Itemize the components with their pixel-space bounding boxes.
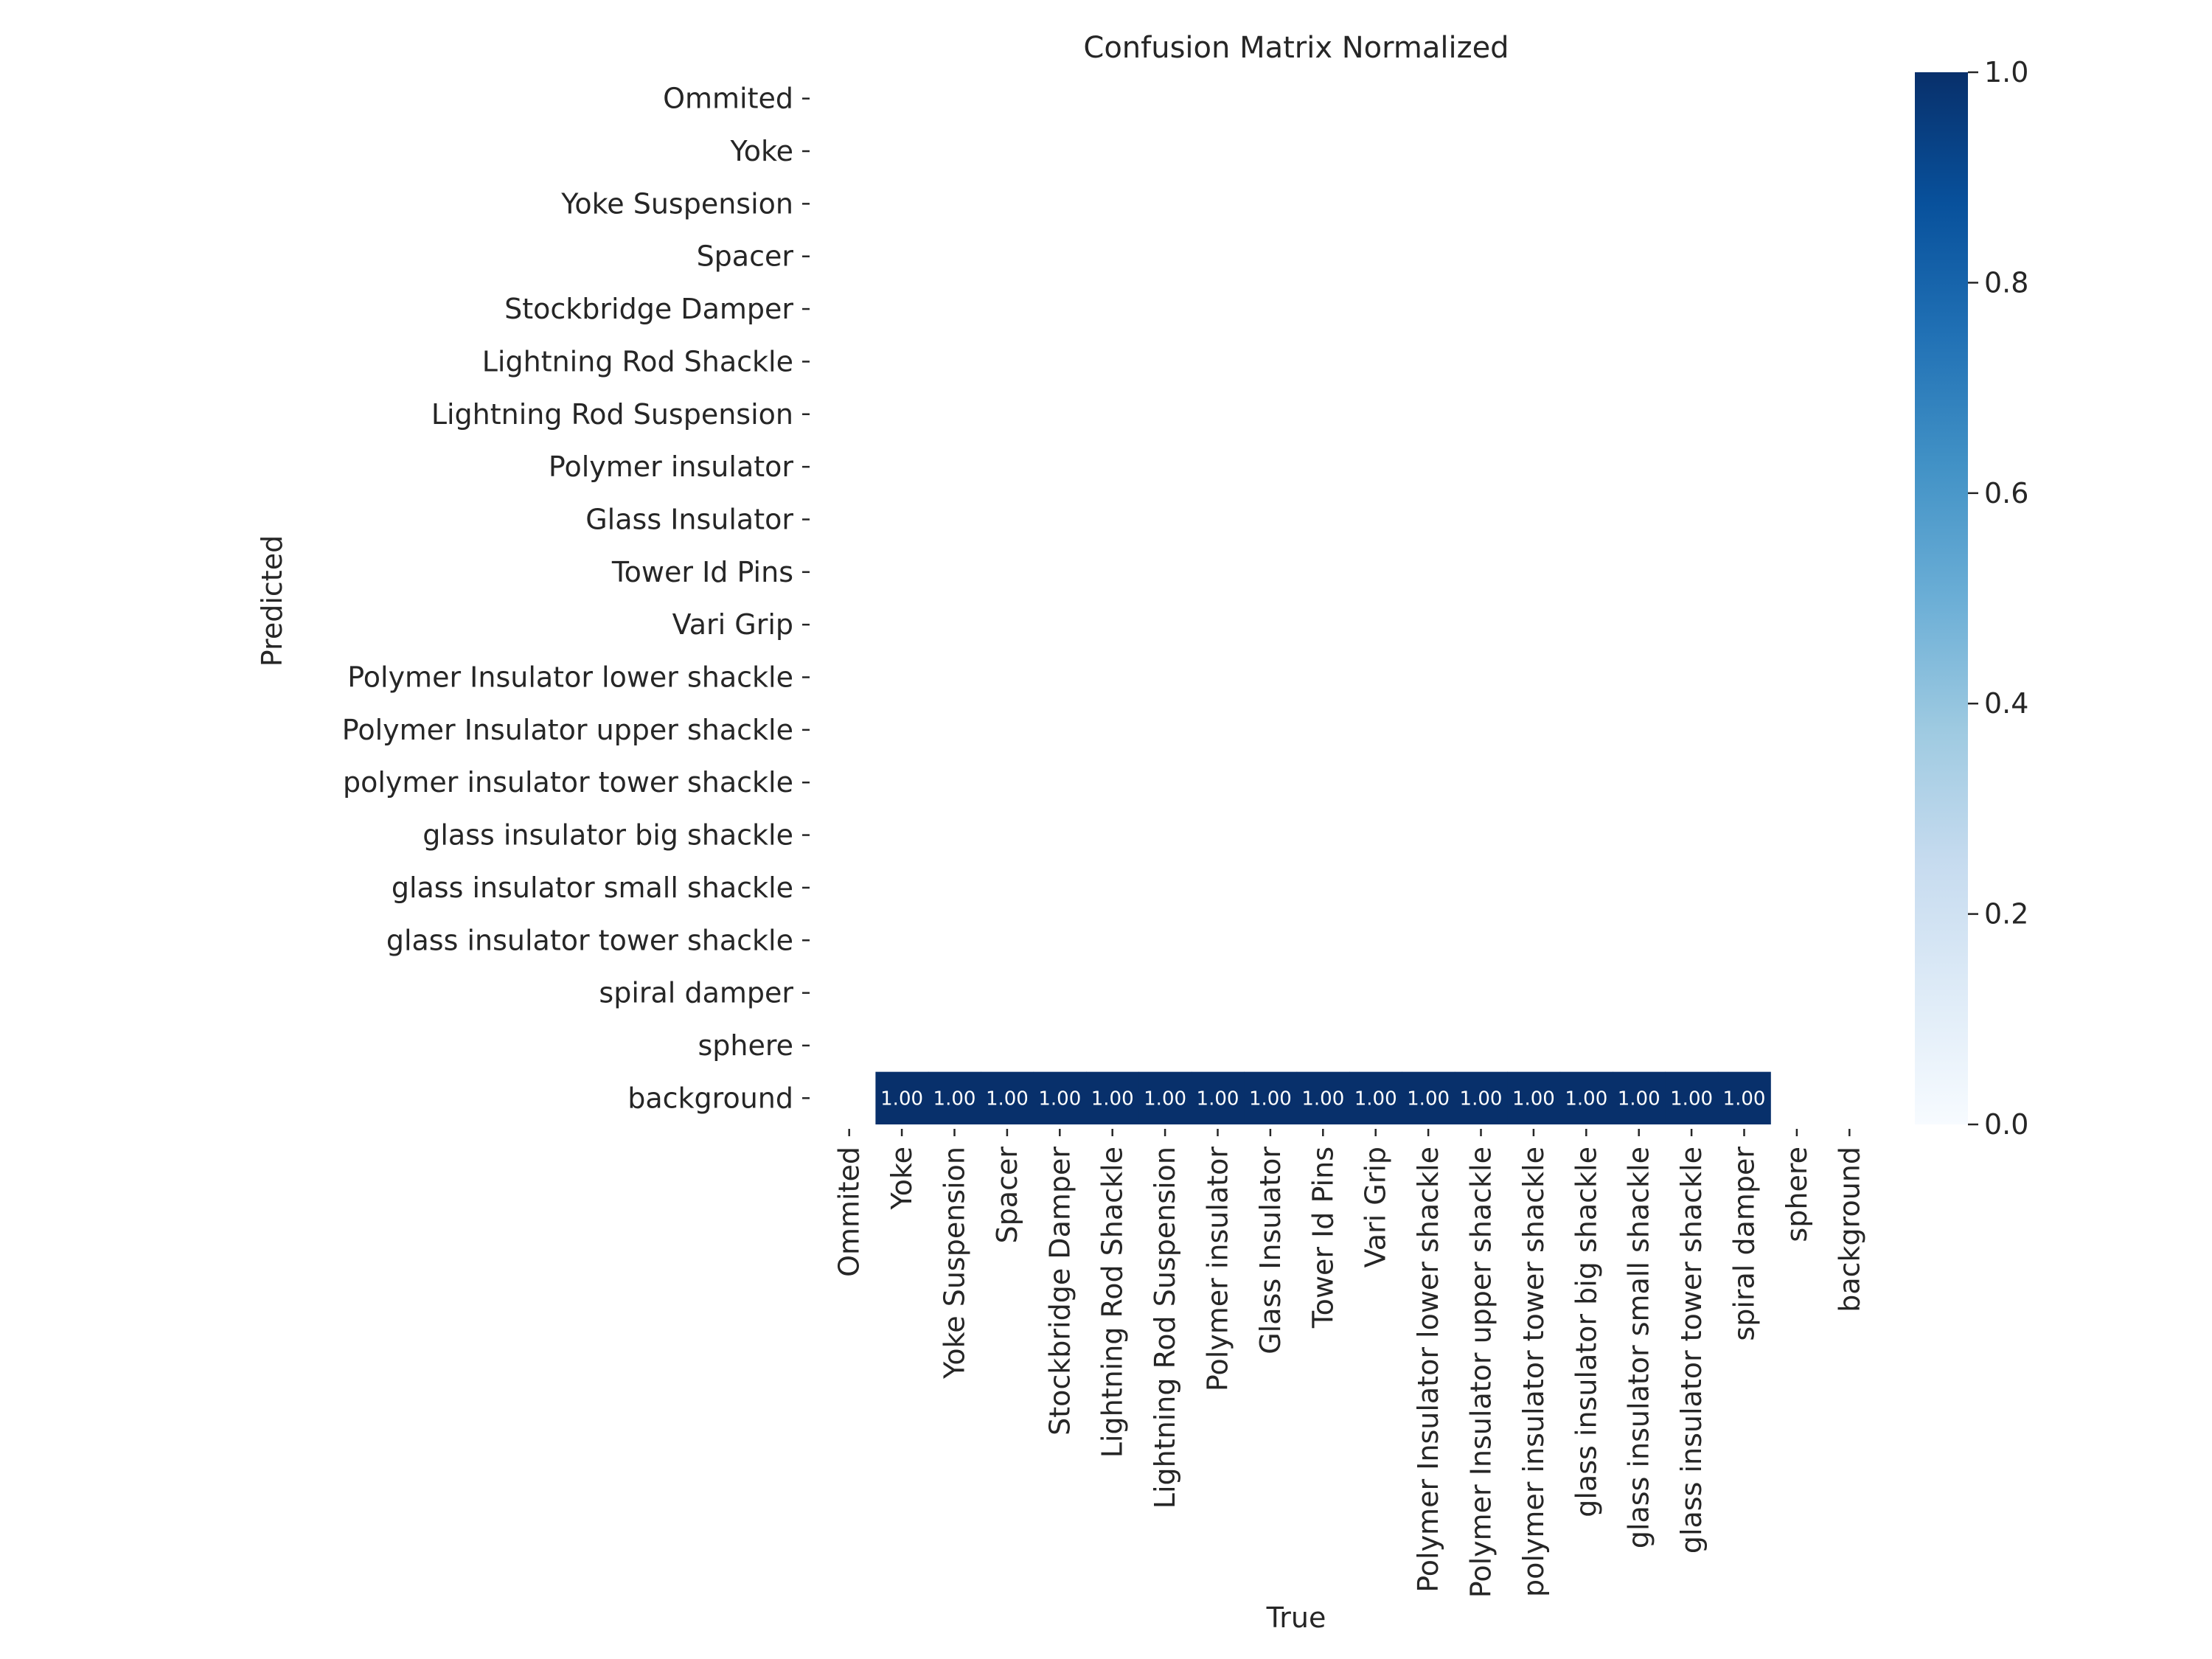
- cell-value-label: 1.00: [1301, 1088, 1344, 1110]
- x-axis: Ommited Yoke Yoke Suspension Spacer Stockbri…: [833, 1129, 1865, 1598]
- y-tick-label: Spacer: [697, 240, 794, 273]
- heatmap-cell: [1296, 1071, 1350, 1124]
- heatmap-cell: [1507, 1071, 1561, 1124]
- x-tick-label: Polymer Insulator lower shackle: [1412, 1147, 1444, 1593]
- x-tick-label: Spacer: [991, 1147, 1023, 1244]
- x-tick-label: sphere: [1781, 1147, 1813, 1242]
- colorbar-tick-label: 0.0: [1984, 1108, 2028, 1141]
- cell-value-label: 1.00: [1197, 1088, 1239, 1110]
- y-tick-label: glass insulator big shackle: [422, 819, 793, 852]
- y-tick-label: Lightning Rod Shackle: [482, 345, 793, 378]
- y-tick-label: Yoke Suspension: [560, 187, 793, 220]
- colorbar-axis: 0.0 0.2 0.4 0.6 0.8 1.0: [1968, 56, 2028, 1141]
- x-tick-label: background: [1833, 1147, 1865, 1312]
- x-tick-label: Lightning Rod Shackle: [1096, 1147, 1129, 1458]
- y-tick-label: Vari Grip: [672, 608, 793, 641]
- cell-value-label: 1.00: [1407, 1088, 1450, 1110]
- y-tick-label: Polymer Insulator upper shackle: [342, 714, 793, 746]
- heatmap-cell: [875, 1071, 929, 1124]
- heatmap-cell: [1559, 1071, 1613, 1124]
- x-axis-label: True: [1266, 1601, 1326, 1634]
- heatmap-cell: [928, 1071, 981, 1124]
- colorbar-tick-label: 0.2: [1984, 898, 2028, 931]
- heatmap-cell: [1665, 1071, 1719, 1124]
- heatmap-cell: [1717, 1071, 1771, 1124]
- colorbar-tick-label: 0.4: [1984, 687, 2028, 720]
- x-tick-label: Yoke Suspension: [939, 1147, 971, 1380]
- colorbar-tick-label: 1.0: [1984, 56, 2028, 88]
- cell-value-label: 1.00: [986, 1088, 1029, 1110]
- y-tick-label: glass insulator tower shackle: [386, 924, 793, 956]
- cell-value-label: 1.00: [1618, 1088, 1660, 1110]
- x-tick-label: glass insulator tower shackle: [1675, 1147, 1708, 1554]
- cell-value-label: 1.00: [1512, 1088, 1555, 1110]
- y-axis: Ommited Yoke Yoke Suspension Spacer Stockbri…: [342, 83, 810, 1114]
- heatmap-cell: [981, 1071, 1034, 1124]
- colorbar: [1915, 72, 1968, 1124]
- cell-value-label: 1.00: [1670, 1088, 1713, 1110]
- cell-value-label: 1.00: [933, 1088, 976, 1110]
- y-tick-label: Polymer Insulator lower shackle: [347, 661, 793, 694]
- y-tick-label: Polymer insulator: [549, 451, 793, 483]
- y-tick-label: Stockbridge Damper: [504, 293, 793, 325]
- y-tick-label: sphere: [698, 1029, 793, 1062]
- y-tick-label: glass insulator small shackle: [392, 872, 793, 904]
- x-tick-label: polymer insulator tower shackle: [1517, 1147, 1550, 1597]
- x-tick-label: glass insulator big shackle: [1570, 1147, 1602, 1517]
- cell-value-label: 1.00: [1565, 1088, 1607, 1110]
- x-tick-label: Yoke: [886, 1147, 918, 1210]
- x-tick-label: Vari Grip: [1360, 1147, 1392, 1267]
- cell-value-label: 1.00: [1460, 1088, 1503, 1110]
- heatmap-cell: [1349, 1071, 1402, 1124]
- cell-value-label: 1.00: [1091, 1088, 1134, 1110]
- heatmap-cell: [1613, 1071, 1666, 1124]
- colorbar-tick-label: 0.8: [1984, 266, 2028, 299]
- x-tick-label: Lightning Rod Suspension: [1149, 1147, 1181, 1509]
- x-tick-label: spiral damper: [1728, 1147, 1761, 1341]
- heatmap-cell: [1191, 1071, 1245, 1124]
- y-tick-label: polymer insulator tower shackle: [343, 766, 793, 799]
- heatmap-cells: 1.00 1.00 1.00 1.00 1.00 1.00 1.00 1.00 1.00 1.00…: [875, 1071, 1771, 1124]
- y-tick-label: Glass Insulator: [585, 503, 793, 535]
- x-tick-label: Polymer Insulator upper shackle: [1465, 1147, 1498, 1598]
- heatmap-cell: [1454, 1071, 1508, 1124]
- cell-value-label: 1.00: [1723, 1088, 1766, 1110]
- y-tick-label: Lightning Rod Suspension: [431, 398, 793, 431]
- y-tick-label: Tower Id Pins: [611, 556, 793, 588]
- cell-value-label: 1.00: [1038, 1088, 1081, 1110]
- x-tick-label: Tower Id Pins: [1307, 1147, 1339, 1329]
- x-tick-label: Polymer insulator: [1202, 1147, 1234, 1391]
- y-tick-label: spiral damper: [599, 977, 793, 1009]
- cell-value-label: 1.00: [880, 1088, 923, 1110]
- y-axis-label: Predicted: [256, 535, 288, 667]
- heatmap-cell: [1244, 1071, 1298, 1124]
- heatmap-cell: [1033, 1071, 1087, 1124]
- y-tick-label: Ommited: [663, 83, 793, 115]
- heatmap-cell: [1138, 1071, 1192, 1124]
- x-tick-label: Glass Insulator: [1254, 1147, 1287, 1354]
- y-tick-label: background: [627, 1082, 793, 1114]
- x-tick-label: glass insulator small shackle: [1623, 1147, 1655, 1548]
- colorbar-tick-label: 0.6: [1984, 477, 2028, 509]
- heatmap-cell: [1402, 1071, 1455, 1124]
- cell-value-label: 1.00: [1144, 1088, 1186, 1110]
- chart-title: Confusion Matrix Normalized: [1083, 31, 1509, 65]
- x-tick-label: Stockbridge Damper: [1043, 1147, 1076, 1436]
- y-tick-label: Yoke: [730, 135, 793, 167]
- cell-value-label: 1.00: [1354, 1088, 1397, 1110]
- x-tick-label: Ommited: [833, 1147, 866, 1277]
- cell-value-label: 1.00: [1249, 1088, 1292, 1110]
- heatmap-cell: [1086, 1071, 1139, 1124]
